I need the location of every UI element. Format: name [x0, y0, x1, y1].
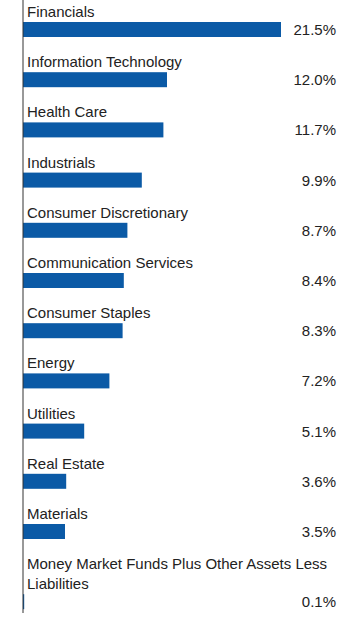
bar: [23, 424, 84, 439]
data-label: 7.2%: [302, 372, 336, 389]
category-label: Information Technology: [27, 53, 182, 70]
bar: [23, 22, 281, 37]
category-label: Materials: [27, 505, 88, 522]
bar: [23, 223, 127, 238]
category-label: Communication Services: [27, 254, 193, 271]
category-label: Energy: [27, 354, 75, 371]
axis-line: [23, 0, 24, 613]
bar: [23, 72, 167, 87]
data-label: 8.7%: [302, 222, 336, 239]
data-labels: 21.5% 12.0% 11.7% 9.9% 8.7% 8.4% 8.3% 7.2% 5.1% 3…: [293, 21, 336, 610]
bar: [23, 474, 66, 489]
data-label: 8.4%: [302, 272, 336, 289]
data-label: 11.7%: [295, 121, 336, 138]
category-label: Health Care: [27, 103, 107, 120]
category-label: Industrials: [27, 154, 95, 171]
bars: [23, 22, 281, 609]
category-label: Financials: [27, 3, 95, 20]
data-label: 8.3%: [302, 322, 336, 339]
category-label: Real Estate: [27, 455, 105, 472]
bar: [23, 122, 163, 137]
data-label: 12.0%: [293, 71, 336, 88]
bar: [23, 273, 124, 288]
data-label: 0.1%: [302, 593, 336, 610]
data-label: 21.5%: [293, 21, 336, 38]
data-label: 5.1%: [302, 423, 336, 440]
data-label: 9.9%: [302, 172, 336, 189]
category-label: Utilities: [27, 405, 75, 422]
category-label: Money Market Funds Plus Other Assets Les…: [27, 555, 327, 592]
bar: [23, 373, 109, 388]
bar: [23, 173, 142, 188]
data-label: 3.6%: [302, 473, 336, 490]
category-label: Consumer Discretionary: [27, 204, 188, 221]
bar: [23, 524, 65, 539]
data-label: 3.5%: [302, 523, 336, 540]
category-labels: Financials Information Technology Health C…: [27, 3, 327, 592]
bar: [23, 323, 123, 338]
category-label: Consumer Staples: [27, 304, 150, 321]
chart: Financials Information Technology Health C…: [0, 0, 360, 617]
